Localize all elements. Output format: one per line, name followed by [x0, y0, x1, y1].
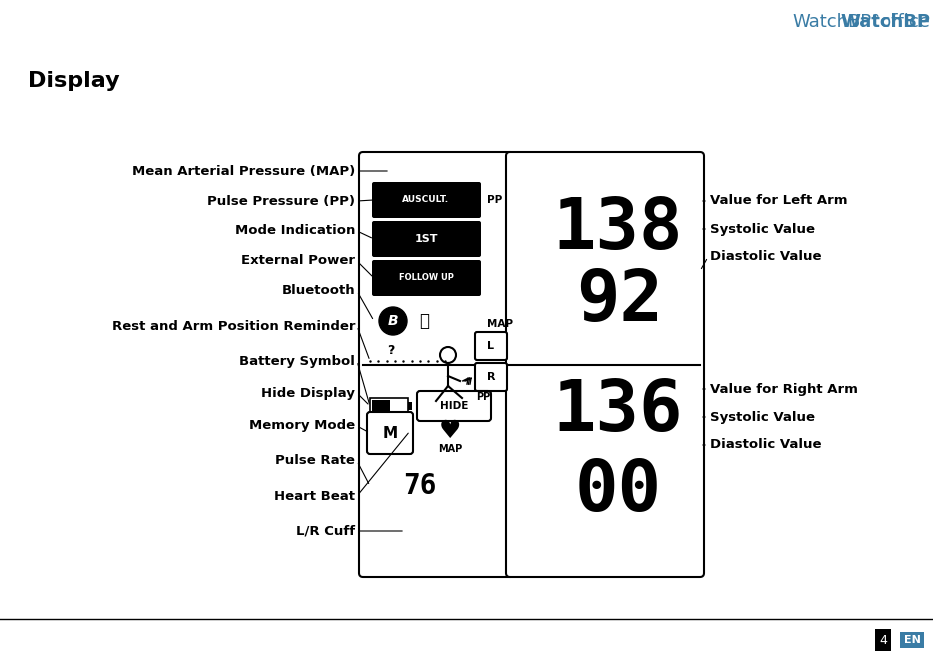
Text: B: B — [388, 314, 398, 328]
Text: ⎓: ⎓ — [419, 312, 429, 330]
Text: 76: 76 — [403, 472, 437, 500]
Text: Heart Beat: Heart Beat — [274, 490, 355, 502]
Text: ♥: ♥ — [439, 419, 461, 443]
Text: Memory Mode: Memory Mode — [249, 420, 355, 432]
Text: MAP: MAP — [487, 319, 513, 329]
Text: 92: 92 — [577, 266, 663, 336]
Text: R: R — [487, 372, 495, 382]
Text: 1ST: 1ST — [414, 234, 438, 244]
Text: Display: Display — [28, 71, 119, 91]
Text: Value for Left Arm: Value for Left Arm — [710, 194, 847, 208]
Text: WatchBP°office: WatchBP°office — [792, 13, 930, 31]
FancyBboxPatch shape — [372, 182, 481, 218]
Bar — [370, 398, 408, 414]
Text: Bluetooth: Bluetooth — [282, 284, 355, 297]
Text: Battery Symbol: Battery Symbol — [239, 354, 355, 368]
FancyBboxPatch shape — [359, 152, 514, 577]
FancyBboxPatch shape — [475, 332, 507, 360]
FancyBboxPatch shape — [417, 391, 491, 421]
Text: Systolic Value: Systolic Value — [710, 223, 815, 235]
Bar — [372, 400, 390, 412]
Text: ?: ? — [387, 344, 395, 358]
Text: 00: 00 — [575, 457, 661, 525]
Text: 4: 4 — [879, 633, 887, 646]
Text: EN: EN — [903, 635, 921, 645]
FancyBboxPatch shape — [367, 412, 413, 454]
FancyBboxPatch shape — [372, 260, 481, 296]
Text: Pulse Rate: Pulse Rate — [275, 455, 355, 467]
Text: PP: PP — [476, 392, 490, 402]
Text: Value for Right Arm: Value for Right Arm — [710, 383, 857, 395]
Text: HIDE: HIDE — [439, 401, 468, 411]
Text: M: M — [383, 426, 397, 440]
Text: Rest and Arm Position Reminder: Rest and Arm Position Reminder — [112, 319, 355, 332]
FancyBboxPatch shape — [475, 363, 507, 391]
Text: 136: 136 — [552, 377, 683, 446]
Text: Pulse Pressure (PP): Pulse Pressure (PP) — [207, 194, 355, 208]
Text: Diastolic Value: Diastolic Value — [710, 438, 821, 451]
FancyBboxPatch shape — [506, 152, 704, 577]
Text: MAP: MAP — [438, 444, 462, 454]
Text: L/R Cuff: L/R Cuff — [296, 524, 355, 537]
Text: AUSCULT.: AUSCULT. — [402, 196, 450, 204]
FancyBboxPatch shape — [372, 221, 481, 257]
Text: PP: PP — [487, 195, 502, 205]
Text: Systolic Value: Systolic Value — [710, 410, 815, 424]
Text: WatchBP: WatchBP — [840, 13, 930, 31]
Text: External Power: External Power — [241, 254, 355, 268]
Circle shape — [379, 307, 407, 335]
Text: Diastolic Value: Diastolic Value — [710, 251, 821, 264]
Text: Hide Display: Hide Display — [261, 387, 355, 399]
Text: Mode Indication: Mode Indication — [234, 225, 355, 237]
Text: Mean Arterial Pressure (MAP): Mean Arterial Pressure (MAP) — [132, 165, 355, 178]
Text: FOLLOW UP: FOLLOW UP — [398, 274, 453, 282]
Text: L: L — [488, 341, 494, 351]
Text: 138: 138 — [552, 194, 683, 264]
Bar — [408, 402, 412, 410]
